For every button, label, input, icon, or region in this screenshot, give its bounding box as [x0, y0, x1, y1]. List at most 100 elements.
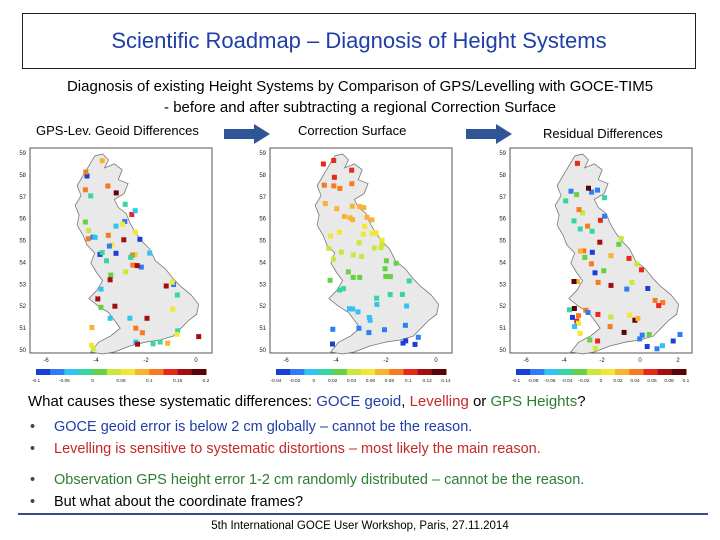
station-marker — [113, 250, 119, 256]
station-marker — [576, 313, 581, 319]
colorbar-tick-label: 0.1 — [683, 378, 690, 383]
station-marker — [170, 306, 176, 312]
x-tick-label: 0 — [434, 358, 438, 364]
station-marker — [331, 158, 337, 163]
station-marker — [341, 286, 346, 292]
station-marker — [378, 245, 384, 251]
station-marker — [122, 219, 128, 224]
x-tick-label: 0 — [194, 358, 198, 364]
station-marker — [616, 241, 622, 247]
station-marker — [95, 296, 101, 302]
station-marker — [568, 188, 574, 194]
question-gps: GPS Heights — [490, 393, 578, 410]
station-marker — [165, 340, 171, 346]
y-tick-label: 53 — [499, 282, 506, 288]
colorbar-tick-label: 0 — [600, 378, 603, 383]
colorbar-tick-label: 0.06 — [366, 378, 376, 383]
station-marker — [634, 261, 640, 267]
station-marker — [589, 189, 595, 195]
colorbar-segment — [530, 369, 545, 375]
station-marker — [382, 327, 387, 333]
y-tick-label: 59 — [259, 151, 266, 157]
station-marker — [587, 337, 593, 343]
colorbar-segment — [629, 369, 644, 375]
station-marker — [383, 258, 389, 264]
station-marker — [585, 223, 591, 229]
station-marker — [330, 341, 335, 347]
station-marker — [571, 279, 577, 284]
station-marker — [637, 336, 643, 342]
bullet-dot-icon: • — [30, 441, 36, 457]
y-tick-label: 51 — [19, 326, 26, 332]
colorbar-segment — [657, 369, 673, 375]
station-marker — [144, 315, 150, 321]
colorbar-tick-label: 0.08 — [385, 378, 395, 383]
station-marker — [595, 338, 601, 344]
station-marker — [98, 286, 104, 292]
station-marker — [607, 324, 613, 330]
station-marker — [403, 338, 409, 344]
y-tick-label: 54 — [259, 260, 266, 266]
colorbar-segment — [572, 369, 588, 375]
y-tick-label: 58 — [19, 173, 26, 179]
station-marker — [574, 160, 580, 166]
y-tick-label: 55 — [19, 239, 26, 245]
station-marker — [406, 278, 412, 284]
x-tick-label: -6 — [283, 358, 289, 364]
colorbar-segment — [304, 369, 319, 375]
station-marker — [82, 187, 88, 193]
station-marker — [349, 167, 355, 173]
station-marker — [366, 330, 372, 336]
station-marker — [108, 272, 114, 278]
station-marker — [404, 303, 410, 309]
station-marker — [574, 192, 580, 198]
station-marker — [581, 248, 587, 254]
colorbar-segment — [375, 369, 390, 375]
colorbar-tick-label: -0.04 — [562, 378, 573, 383]
station-marker — [106, 243, 112, 249]
station-marker — [582, 254, 588, 260]
station-marker — [577, 248, 583, 254]
map-plot: 59 58 57 56 55 54 53 52 51 50 -6 -4 -2 0 -0.1 -0.05 0 0.0… — [19, 147, 213, 383]
station-marker — [163, 283, 169, 289]
y-tick-label: 53 — [259, 282, 266, 288]
colorbar-segment — [163, 369, 179, 375]
station-marker — [174, 292, 180, 298]
station-marker — [196, 334, 202, 340]
y-tick-label: 58 — [499, 173, 506, 179]
colorbar-tick-label: 0.1 — [146, 378, 153, 383]
station-marker — [576, 320, 581, 326]
colorbar-segment — [191, 369, 207, 375]
station-marker — [660, 300, 666, 305]
question-goce: GOCE geoid — [316, 393, 402, 410]
station-marker — [361, 205, 367, 211]
station-marker — [105, 232, 111, 238]
y-tick-label: 52 — [259, 304, 266, 310]
station-marker — [592, 345, 598, 351]
map-label-residual-differences: Residual Differences — [543, 126, 663, 141]
y-tick-label: 54 — [499, 260, 506, 266]
station-marker — [639, 267, 644, 273]
station-marker — [350, 306, 356, 312]
map-panel-geoid-differences: 59 58 57 56 55 54 53 52 51 50 -6 -4 -2 0 -0.1 -0.05 0 0.0… — [19, 147, 213, 383]
station-marker — [415, 334, 421, 340]
bullet-item: • Observation GPS height error 1-2 cm ran… — [30, 469, 584, 491]
station-marker — [632, 317, 638, 323]
station-marker — [129, 212, 135, 217]
station-marker — [654, 346, 660, 352]
station-marker — [147, 250, 153, 256]
colorbar-segment — [290, 369, 305, 375]
station-marker — [597, 217, 603, 223]
station-marker — [322, 201, 328, 207]
station-marker — [644, 344, 650, 349]
station-marker — [356, 325, 362, 331]
station-marker — [330, 256, 336, 262]
station-marker — [174, 331, 180, 337]
station-marker — [399, 291, 405, 297]
station-marker — [660, 343, 665, 349]
title-box: Scientific Roadmap – Diagnosis of Height… — [22, 13, 696, 69]
page-title: Scientific Roadmap – Diagnosis of Height… — [111, 28, 607, 53]
station-marker — [572, 324, 578, 329]
station-marker — [608, 314, 614, 320]
station-marker — [113, 223, 119, 229]
